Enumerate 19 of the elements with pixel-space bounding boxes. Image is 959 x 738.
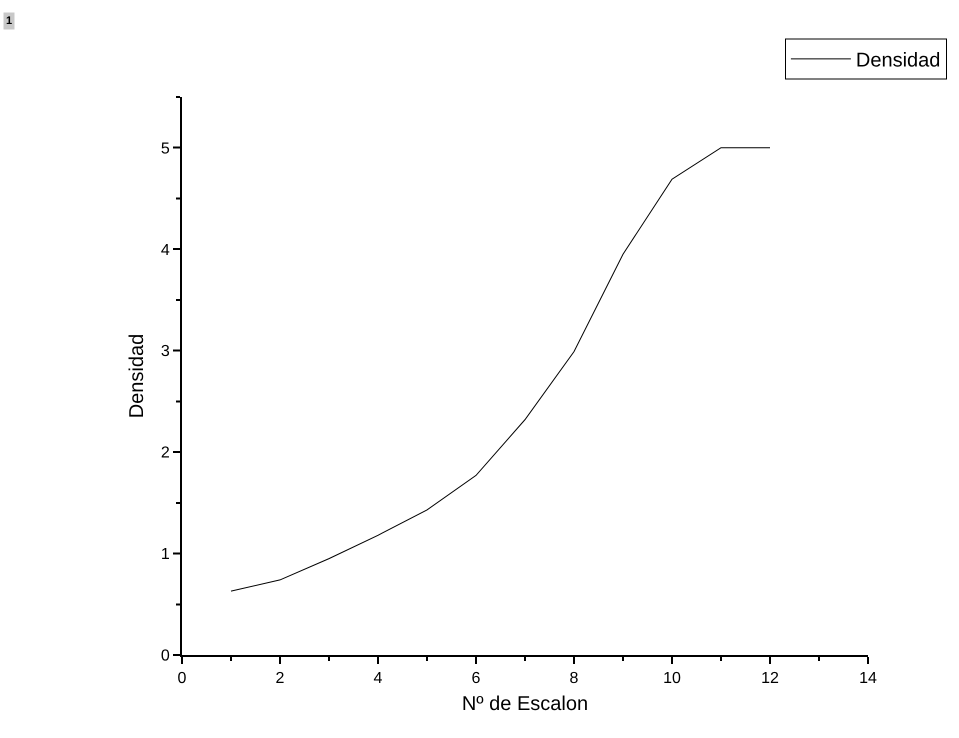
x-tick-label: 10	[663, 670, 681, 688]
y-tick-label: 4	[160, 242, 170, 259]
y-axis-title: Densidad	[126, 334, 148, 418]
y-tick-label: 1	[160, 546, 170, 564]
y-tick-label: 5	[160, 140, 170, 158]
y-tick-label: 2	[160, 444, 170, 462]
y-tick-label: 0	[160, 648, 170, 665]
legend-label: Densidad	[856, 50, 940, 72]
x-tick-label: 12	[761, 670, 779, 688]
line-series	[230, 147, 770, 592]
y-tick-label: 3	[160, 343, 170, 360]
x-tick-label: 14	[859, 670, 877, 688]
x-tick-label: 4	[374, 670, 383, 688]
x-tick-label: 0	[178, 670, 187, 688]
x-tick-label: 6	[472, 670, 481, 688]
x-tick-label: 8	[570, 670, 579, 688]
x-tick-label: 2	[276, 670, 285, 688]
text: 1	[6, 15, 12, 27]
x-axis-title: Nº de Escalon	[462, 693, 588, 716]
